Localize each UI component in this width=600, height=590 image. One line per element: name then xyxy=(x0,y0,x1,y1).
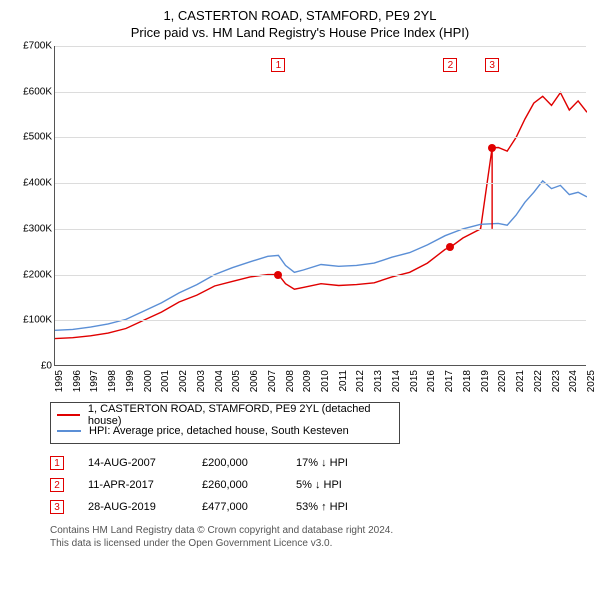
event-badge: 2 xyxy=(50,478,64,492)
x-tick-label: 2019 xyxy=(480,370,491,392)
event-dot xyxy=(274,271,282,279)
x-tick-label: 1997 xyxy=(89,370,100,392)
x-tick-label: 2023 xyxy=(551,370,562,392)
x-tick-label: 2015 xyxy=(409,370,420,392)
gridline xyxy=(55,183,586,184)
x-tick-label: 1998 xyxy=(107,370,118,392)
event-price: £260,000 xyxy=(202,479,272,491)
event-row: 1 14-AUG-2007 £200,000 17% ↓ HPI xyxy=(50,452,590,474)
event-dot xyxy=(446,243,454,251)
footnote-line2: This data is licensed under the Open Gov… xyxy=(50,537,570,550)
x-tick-label: 2018 xyxy=(462,370,473,392)
legend-item: HPI: Average price, detached house, Sout… xyxy=(57,423,393,439)
chart-marker-3: 3 xyxy=(485,58,499,72)
event-table: 1 14-AUG-2007 £200,000 17% ↓ HPI 2 11-APR-201… xyxy=(50,452,590,518)
event-date: 14-AUG-2007 xyxy=(88,457,178,469)
footnote: Contains HM Land Registry data © Crown c… xyxy=(50,524,570,550)
title-subtitle: Price paid vs. HM Land Registry's House … xyxy=(10,25,590,40)
x-tick-label: 2008 xyxy=(285,370,296,392)
plot-area: 1 2 3 xyxy=(54,46,586,366)
legend-swatch xyxy=(57,430,81,432)
event-diff: 17% ↓ HPI xyxy=(296,457,386,469)
y-axis: £0£100K£200K£300K£400K£500K£600K£700K xyxy=(10,46,54,366)
y-tick-label: £400K xyxy=(23,178,52,189)
title-block: 1, CASTERTON ROAD, STAMFORD, PE9 2YL Pri… xyxy=(10,8,590,40)
x-tick-label: 2025 xyxy=(586,370,597,392)
line-chart-svg xyxy=(55,46,587,366)
chart-marker-1: 1 xyxy=(271,58,285,72)
x-tick-label: 1995 xyxy=(54,370,65,392)
event-date: 11-APR-2017 xyxy=(88,479,178,491)
y-tick-label: £200K xyxy=(23,269,52,280)
x-tick-label: 2005 xyxy=(231,370,242,392)
x-tick-label: 2003 xyxy=(196,370,207,392)
event-price: £477,000 xyxy=(202,501,272,513)
x-tick-label: 2022 xyxy=(533,370,544,392)
chart-area: £0£100K£200K£300K£400K£500K£600K£700K 12… xyxy=(10,46,590,396)
legend-label: 1, CASTERTON ROAD, STAMFORD, PE9 2YL (de… xyxy=(88,403,393,427)
x-tick-label: 2024 xyxy=(568,370,579,392)
gridline xyxy=(55,275,586,276)
gridline xyxy=(55,229,586,230)
event-row: 2 11-APR-2017 £260,000 5% ↓ HPI xyxy=(50,474,590,496)
x-tick-label: 2020 xyxy=(497,370,508,392)
x-tick-label: 1996 xyxy=(72,370,83,392)
event-diff: 53% ↑ HPI xyxy=(296,501,386,513)
x-tick-label: 2021 xyxy=(515,370,526,392)
x-tick-label: 2012 xyxy=(355,370,366,392)
event-date: 28-AUG-2019 xyxy=(88,501,178,513)
series-price_paid xyxy=(55,93,587,339)
x-tick-label: 2002 xyxy=(178,370,189,392)
y-tick-label: £300K xyxy=(23,223,52,234)
y-tick-label: £500K xyxy=(23,132,52,143)
title-address: 1, CASTERTON ROAD, STAMFORD, PE9 2YL xyxy=(10,8,590,23)
event-diff: 5% ↓ HPI xyxy=(296,479,386,491)
x-tick-label: 2013 xyxy=(373,370,384,392)
event-badge: 3 xyxy=(50,500,64,514)
x-tick-label: 2004 xyxy=(214,370,225,392)
x-tick-label: 2006 xyxy=(249,370,260,392)
legend-label: HPI: Average price, detached house, Sout… xyxy=(89,425,349,437)
x-tick-label: 2016 xyxy=(426,370,437,392)
legend-swatch xyxy=(57,414,80,416)
x-tick-label: 2011 xyxy=(338,370,349,392)
legend-item: 1, CASTERTON ROAD, STAMFORD, PE9 2YL (de… xyxy=(57,407,393,423)
x-tick-label: 2014 xyxy=(391,370,402,392)
x-tick-label: 2010 xyxy=(320,370,331,392)
x-tick-label: 1999 xyxy=(125,370,136,392)
y-tick-label: £700K xyxy=(23,41,52,52)
x-tick-label: 2009 xyxy=(302,370,313,392)
footnote-line1: Contains HM Land Registry data © Crown c… xyxy=(50,524,570,537)
event-row: 3 28-AUG-2019 £477,000 53% ↑ HPI xyxy=(50,496,590,518)
gridline xyxy=(55,320,586,321)
gridline xyxy=(55,46,586,47)
chart-marker-2: 2 xyxy=(443,58,457,72)
x-tick-label: 2017 xyxy=(444,370,455,392)
x-tick-label: 2000 xyxy=(143,370,154,392)
chart-container: 1, CASTERTON ROAD, STAMFORD, PE9 2YL Pri… xyxy=(0,0,600,590)
event-price: £200,000 xyxy=(202,457,272,469)
y-tick-label: £0 xyxy=(41,361,52,372)
gridline xyxy=(55,92,586,93)
x-axis: 1995 1996 1997 1998 1999 2000 2001 2002 2003 2004… xyxy=(54,366,586,396)
y-tick-label: £100K xyxy=(23,315,52,326)
gridline xyxy=(55,137,586,138)
event-dot xyxy=(488,144,496,152)
event-badge: 1 xyxy=(50,456,64,470)
x-tick-label: 2007 xyxy=(267,370,278,392)
y-tick-label: £600K xyxy=(23,86,52,97)
x-tick-label: 2001 xyxy=(160,370,171,392)
series-hpi xyxy=(55,181,587,330)
legend-box: 1, CASTERTON ROAD, STAMFORD, PE9 2YL (de… xyxy=(50,402,400,444)
